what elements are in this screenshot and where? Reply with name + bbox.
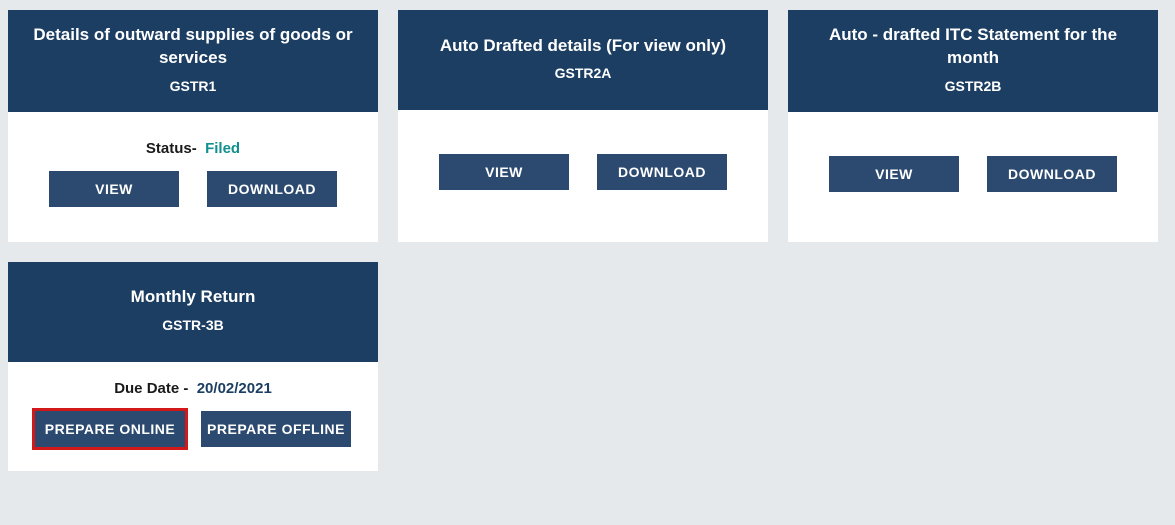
- button-row: VIEW DOWNLOAD: [24, 171, 362, 207]
- view-button[interactable]: VIEW: [439, 154, 569, 190]
- status-label: Status: [146, 140, 192, 157]
- card-gstr2a: Auto Drafted details (For view only) GST…: [398, 10, 768, 242]
- card-header: Auto - drafted ITC Statement for the mon…: [788, 10, 1158, 112]
- card-title: Monthly Return: [24, 286, 362, 309]
- card-subtitle: GSTR2B: [804, 78, 1142, 94]
- view-button[interactable]: VIEW: [829, 156, 959, 192]
- card-header: Monthly Return GSTR-3B: [8, 262, 378, 362]
- card-header: Auto Drafted details (For view only) GST…: [398, 10, 768, 110]
- button-row: VIEW DOWNLOAD: [414, 154, 752, 190]
- card-gstr1: Details of outward supplies of goods or …: [8, 10, 378, 242]
- due-value: 20/02/2021: [197, 380, 272, 397]
- card-subtitle: GSTR-3B: [24, 317, 362, 333]
- card-subtitle: GSTR2A: [414, 65, 752, 81]
- card-gstr2b: Auto - drafted ITC Statement for the mon…: [788, 10, 1158, 242]
- button-row: PREPARE ONLINE PREPARE OFFLINE: [24, 411, 362, 447]
- card-title: Auto Drafted details (For view only): [414, 35, 752, 58]
- due-line: Due Date - 20/02/2021: [24, 380, 362, 397]
- card-body: Status- Filed VIEW DOWNLOAD: [8, 112, 378, 242]
- card-title: Auto - drafted ITC Statement for the mon…: [804, 24, 1142, 70]
- status-sep: -: [192, 140, 197, 157]
- card-body: VIEW DOWNLOAD: [788, 112, 1158, 242]
- download-button[interactable]: DOWNLOAD: [597, 154, 727, 190]
- prepare-offline-button[interactable]: PREPARE OFFLINE: [201, 411, 351, 447]
- view-button[interactable]: VIEW: [49, 171, 179, 207]
- due-label: Due Date -: [114, 380, 188, 397]
- status-value: Filed: [205, 140, 240, 157]
- card-header: Details of outward supplies of goods or …: [8, 10, 378, 112]
- card-gstr3b: Monthly Return GSTR-3B Due Date - 20/02/…: [8, 262, 378, 471]
- status-line: Status- Filed: [24, 140, 362, 157]
- download-button[interactable]: DOWNLOAD: [207, 171, 337, 207]
- card-body: Due Date - 20/02/2021 PREPARE ONLINE PRE…: [8, 362, 378, 471]
- prepare-online-button[interactable]: PREPARE ONLINE: [35, 411, 185, 447]
- card-subtitle: GSTR1: [24, 78, 362, 94]
- card-title: Details of outward supplies of goods or …: [24, 24, 362, 70]
- download-button[interactable]: DOWNLOAD: [987, 156, 1117, 192]
- card-body: VIEW DOWNLOAD: [398, 110, 768, 240]
- button-row: VIEW DOWNLOAD: [804, 156, 1142, 192]
